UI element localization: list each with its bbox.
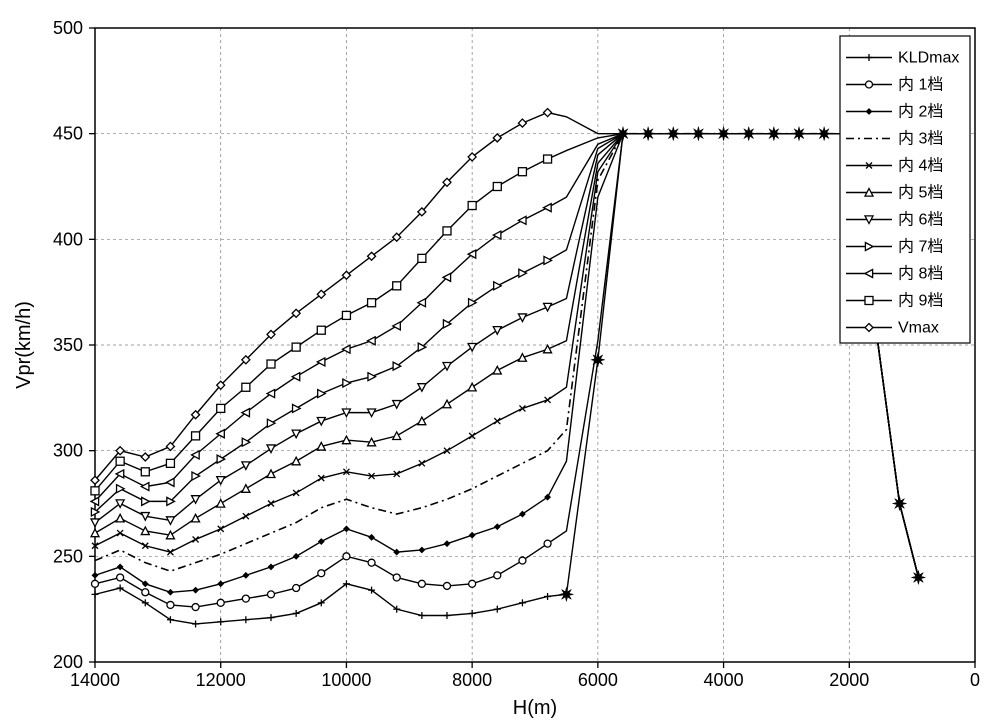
legend-label: 内 4档 bbox=[898, 157, 943, 175]
x-tick-label: 10000 bbox=[321, 670, 371, 690]
x-tick-label: 14000 bbox=[70, 670, 120, 690]
legend-label: 内 2档 bbox=[898, 103, 943, 121]
legend-label: 内 5档 bbox=[898, 184, 943, 202]
y-tick-label: 300 bbox=[53, 441, 83, 461]
legend-label: 内 3档 bbox=[898, 130, 943, 148]
legend-label: 内 7档 bbox=[898, 238, 943, 256]
legend-label: 内 8档 bbox=[898, 265, 943, 283]
y-tick-label: 250 bbox=[53, 546, 83, 566]
legend-label: 内 1档 bbox=[898, 76, 943, 94]
y-tick-label: 500 bbox=[53, 18, 83, 38]
legend-label: Vmax bbox=[898, 320, 939, 337]
y-tick-label: 400 bbox=[53, 229, 83, 249]
x-tick-label: 4000 bbox=[704, 670, 744, 690]
y-tick-label: 350 bbox=[53, 335, 83, 355]
x-tick-label: 6000 bbox=[578, 670, 618, 690]
legend-label: 内 6档 bbox=[898, 211, 943, 229]
x-tick-label: 12000 bbox=[196, 670, 246, 690]
x-tick-label: 2000 bbox=[829, 670, 869, 690]
y-tick-label: 200 bbox=[53, 652, 83, 672]
y-axis-label: Vpr(km/h) bbox=[13, 301, 35, 389]
legend-label: 内 9档 bbox=[898, 292, 943, 310]
legend-label: KLDmax bbox=[898, 50, 959, 67]
x-axis-label: H(m) bbox=[513, 697, 557, 719]
y-tick-label: 450 bbox=[53, 124, 83, 144]
x-tick-label: 0 bbox=[970, 670, 980, 690]
x-tick-label: 8000 bbox=[452, 670, 492, 690]
legend: KLDmax 内 1档内 2档内 3档内 4档内 5档内 6档内 7档内 8档内 … bbox=[840, 36, 970, 343]
